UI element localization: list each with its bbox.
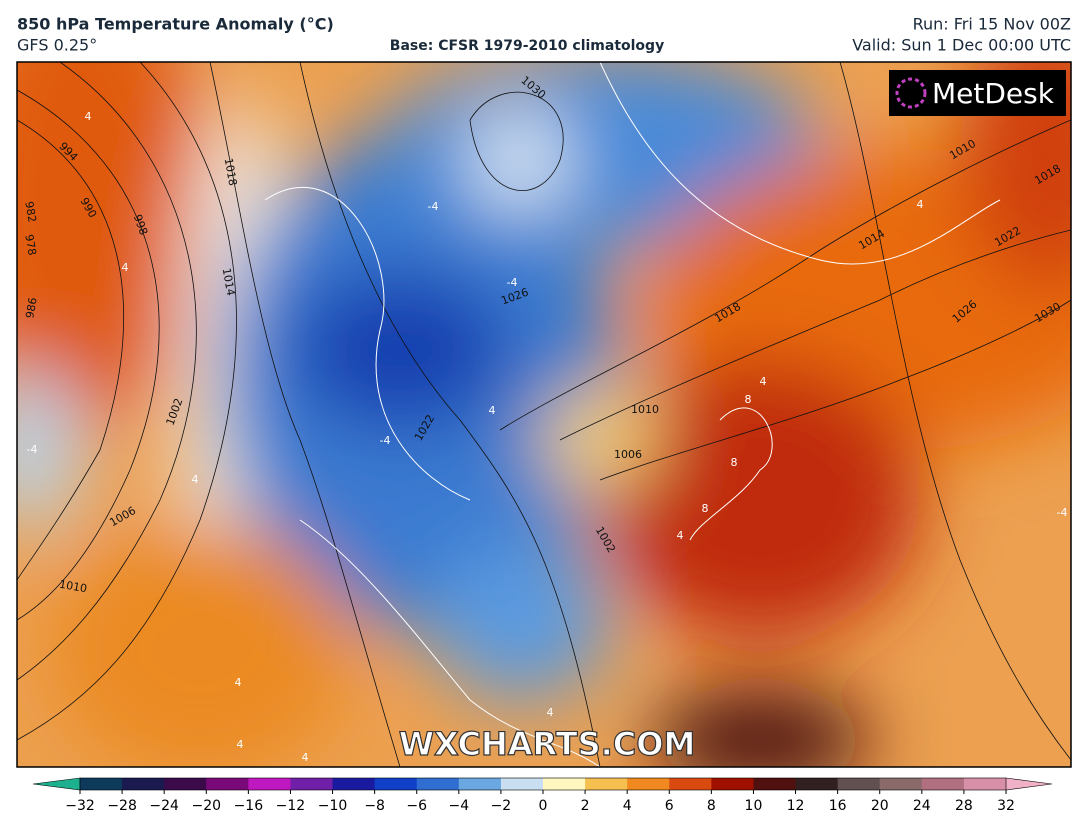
valid: Valid: Sun 1 Dec 00:00 UTC xyxy=(852,36,1071,55)
colorbar-tick-label: 4 xyxy=(623,798,632,814)
colorbar-tick-label: 2 xyxy=(581,798,590,814)
colorbar-segment xyxy=(711,778,754,790)
colorbar-segment xyxy=(879,778,923,790)
anomaly-label: 4 xyxy=(235,676,242,689)
colorbar-segment xyxy=(416,778,460,790)
colorbar-tick-label: 32 xyxy=(997,798,1015,814)
colorbar-extend xyxy=(1005,777,1053,791)
logo-text: MetDesk xyxy=(932,77,1055,110)
isobar-label: 1006 xyxy=(614,448,642,461)
colorbar-tick-label: 20 xyxy=(871,798,889,814)
colorbar-tick-label: 10 xyxy=(745,798,763,814)
colorbar-segment xyxy=(837,778,881,790)
colorbar-tick-label: 0 xyxy=(539,798,548,814)
anomaly-label: 4 xyxy=(122,261,129,274)
colorbar-segment xyxy=(585,778,628,790)
model: GFS 0.25° xyxy=(17,36,97,55)
colorbar-segment xyxy=(543,778,586,790)
colorbar-segment xyxy=(164,778,207,790)
anomaly-label: -4 xyxy=(27,443,38,456)
anomaly-label: 4 xyxy=(192,473,199,486)
isobar-label: 986 xyxy=(23,296,39,319)
anomaly-label: 4 xyxy=(547,706,554,719)
colorbar-segment xyxy=(374,778,418,790)
colorbar-extend xyxy=(32,777,81,791)
anomaly-label: 4 xyxy=(302,751,309,764)
colorbar-tick-label: −12 xyxy=(276,798,306,814)
colorbar-tick-label: −8 xyxy=(364,798,385,814)
anomaly-label: 4 xyxy=(85,110,92,123)
colorbar-tick-label: 8 xyxy=(707,798,716,814)
colorbar-segment xyxy=(122,778,165,790)
isobar-label: 982 xyxy=(22,200,38,223)
anomaly-label: 8 xyxy=(702,502,709,515)
colorbar-segment xyxy=(290,778,334,790)
colorbar-segment xyxy=(332,778,376,790)
colorbar-tick-label: −2 xyxy=(491,798,512,814)
colorbar-segment xyxy=(206,778,249,790)
colorbar-tick-label: −4 xyxy=(448,798,469,814)
anomaly-label: 4 xyxy=(917,198,924,211)
watermark: WXCHARTS.COM xyxy=(399,725,696,763)
colorbar-tick-label: −24 xyxy=(149,798,179,814)
colorbar-tick-label: −16 xyxy=(234,798,264,814)
anomaly-label: -4 xyxy=(1057,506,1068,519)
anomaly-label: 4 xyxy=(489,404,496,417)
colorbar-tick-label: 28 xyxy=(955,798,973,814)
isobar-label: 1010 xyxy=(58,578,88,596)
colorbar-segment xyxy=(500,778,544,790)
colorbar-tick-label: −6 xyxy=(406,798,427,814)
map xyxy=(17,62,1071,767)
colorbar-tick-label: 16 xyxy=(829,798,847,814)
anomaly-label: -4 xyxy=(428,200,439,213)
logo-box xyxy=(889,70,1066,116)
isobar-label: 1014 xyxy=(220,267,238,297)
isobar-label: 1018 xyxy=(222,157,240,187)
colorbar-tick-label: −32 xyxy=(65,798,95,814)
colorbar-tick-label: 24 xyxy=(913,798,931,814)
colorbar-tick-label: −10 xyxy=(318,798,348,814)
run: Run: Fri 15 Nov 00Z xyxy=(913,15,1071,34)
colorbar: −32 −28 −24 −20 −16 −12 −10 −8 −6 −4 −2 0 2 4 6 8 10 12 16… xyxy=(32,777,1053,814)
anomaly-label: 8 xyxy=(745,393,752,406)
anomaly-label: 4 xyxy=(237,738,244,751)
colorbar-tick-label: −28 xyxy=(107,798,137,814)
anomaly-label: 8 xyxy=(731,456,738,469)
colorbar-segment xyxy=(80,778,123,790)
colorbar-tick-label: 6 xyxy=(665,798,674,814)
isobar-label: 978 xyxy=(22,233,38,256)
map-frame xyxy=(16,61,1072,768)
isobar-label: 1010 xyxy=(631,403,659,416)
colorbar-segment xyxy=(963,778,1007,790)
colorbar-segment xyxy=(921,778,965,790)
anomaly-label: 4 xyxy=(677,529,684,542)
colorbar-segment xyxy=(753,778,797,790)
logo-icon xyxy=(895,77,927,109)
colorbar-tick-label: −20 xyxy=(191,798,221,814)
colorbar-segment xyxy=(627,778,670,790)
anomaly-label: 4 xyxy=(760,375,767,388)
colorbar-segment xyxy=(248,778,291,790)
base: Base: CFSR 1979-2010 climatology xyxy=(390,38,664,54)
colorbar-segment xyxy=(795,778,839,790)
colorbar-segment xyxy=(669,778,712,790)
anomaly-label: -4 xyxy=(380,434,391,447)
colorbar-segment xyxy=(458,778,502,790)
title: 850 hPa Temperature Anomaly (°C) xyxy=(17,15,334,34)
colorbar-tick-label: 12 xyxy=(787,798,805,814)
anomaly-label: -4 xyxy=(507,276,518,289)
